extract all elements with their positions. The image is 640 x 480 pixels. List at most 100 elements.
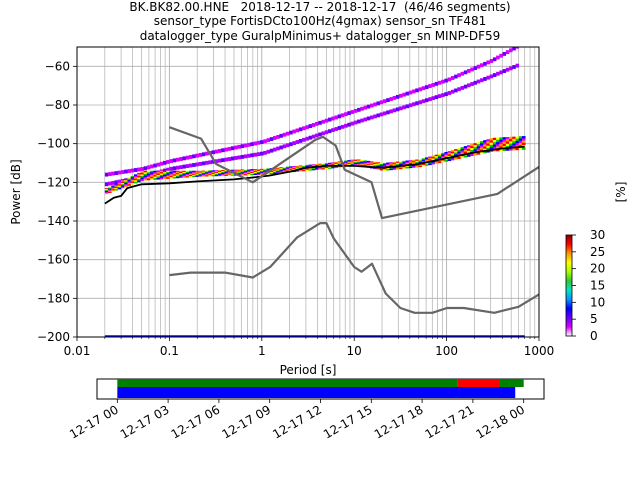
- histogram-cell: [247, 153, 251, 158]
- histogram-cell: [509, 139, 513, 142]
- histogram-cell: [360, 159, 364, 162]
- histogram-cell: [133, 178, 138, 181]
- histogram-cell: [208, 160, 212, 165]
- histogram-cell: [133, 175, 138, 178]
- histogram-cell: [515, 140, 520, 144]
- histogram-cell: [311, 169, 316, 171]
- histogram-cell: [512, 141, 516, 144]
- histogram-cell: [120, 182, 125, 185]
- histogram-cell: [130, 182, 135, 185]
- histogram-cell: [483, 77, 487, 81]
- histogram-cell: [192, 172, 196, 175]
- histogram-cell: [350, 160, 355, 162]
- histogram-cell: [227, 171, 232, 173]
- histogram-cell: [357, 119, 361, 124]
- histogram-cell: [198, 174, 203, 176]
- histogram-cell: [392, 168, 397, 170]
- histogram-cell: [518, 136, 523, 139]
- histogram-cell: [179, 175, 183, 177]
- histogram-cell: [347, 160, 351, 162]
- histogram-cell: [185, 155, 190, 160]
- histogram-cell: [234, 169, 238, 171]
- histogram-cell: [509, 143, 513, 147]
- histogram-cell: [370, 103, 374, 108]
- histogram-cell: [146, 178, 151, 181]
- histogram-cell: [272, 169, 277, 171]
- histogram-cell: [492, 57, 497, 62]
- histogram-cell: [373, 102, 377, 107]
- histogram-cell: [256, 170, 261, 173]
- histogram-cell: [357, 163, 361, 165]
- histogram-cell: [353, 159, 358, 161]
- histogram-cell: [431, 162, 435, 165]
- histogram-cell: [460, 85, 465, 90]
- histogram-cell: [502, 143, 507, 147]
- histogram-cell: [412, 161, 416, 163]
- histogram-cell: [146, 170, 151, 173]
- histogram-cell: [114, 186, 119, 189]
- x-tick-label: 10: [347, 344, 362, 358]
- histogram-cell: [230, 156, 235, 161]
- histogram-cell: [195, 153, 199, 158]
- histogram-cell: [172, 170, 177, 173]
- histogram-cell: [256, 168, 261, 171]
- histogram-cell: [337, 162, 342, 164]
- histogram-cell: [234, 145, 238, 150]
- histogram-cell: [302, 137, 306, 142]
- histogram-cell: [363, 160, 368, 162]
- histogram-cell: [353, 164, 358, 166]
- colorbar-label: [%]: [614, 182, 628, 203]
- histogram-cell: [201, 170, 206, 172]
- histogram-cell: [266, 149, 271, 154]
- histogram-cell: [120, 186, 125, 189]
- histogram-cell: [379, 162, 384, 165]
- histogram-cell: [143, 170, 148, 173]
- histogram-cell: [211, 174, 216, 176]
- histogram-cell: [188, 163, 193, 168]
- histogram-cell: [285, 170, 290, 172]
- histogram-cell: [389, 164, 393, 167]
- histogram-cell: [198, 171, 203, 173]
- histogram-cell: [376, 101, 381, 106]
- histogram-cell: [389, 167, 393, 169]
- histogram-cell: [185, 170, 190, 173]
- histogram-cell: [479, 141, 484, 144]
- histogram-cell: [402, 163, 406, 165]
- histogram-cell: [175, 175, 180, 177]
- histogram-cell: [111, 187, 115, 189]
- histogram-cell: [395, 167, 400, 170]
- nlnm-line: [169, 222, 539, 314]
- histogram-cell: [166, 170, 170, 173]
- histogram-cell: [360, 118, 364, 123]
- y-tick-label: −140: [37, 214, 70, 228]
- histogram-cell: [195, 170, 199, 172]
- histogram-cell: [515, 136, 520, 139]
- histogram-cell: [476, 142, 481, 145]
- histogram-cell: [253, 141, 258, 146]
- x-axis-label: Period [s]: [280, 363, 337, 377]
- plot-grid: [76, 47, 539, 338]
- histogram-cell: [182, 173, 186, 175]
- histogram-cell: [137, 175, 141, 178]
- histogram-cell: [130, 180, 135, 182]
- y-tick-label: −100: [37, 137, 70, 151]
- histogram-cell: [263, 169, 267, 171]
- histogram-cell: [150, 172, 154, 174]
- histogram-cell: [130, 175, 135, 178]
- histogram-cell: [166, 160, 170, 164]
- histogram-cell: [179, 165, 183, 170]
- histogram-cell: [502, 141, 507, 145]
- histogram-cell: [243, 143, 248, 148]
- histogram-cell: [279, 170, 283, 172]
- histogram-cell: [473, 147, 478, 150]
- histogram-cell: [205, 174, 209, 176]
- histogram-cell: [195, 175, 199, 177]
- histogram-cell: [211, 173, 216, 175]
- histogram-cell: [192, 163, 196, 167]
- histogram-cell: [234, 170, 238, 172]
- histogram-cell: [272, 170, 277, 172]
- histogram-cell: [192, 170, 196, 172]
- histogram-cell: [382, 169, 387, 171]
- histogram-cell: [418, 87, 423, 92]
- histogram-cell: [172, 171, 177, 174]
